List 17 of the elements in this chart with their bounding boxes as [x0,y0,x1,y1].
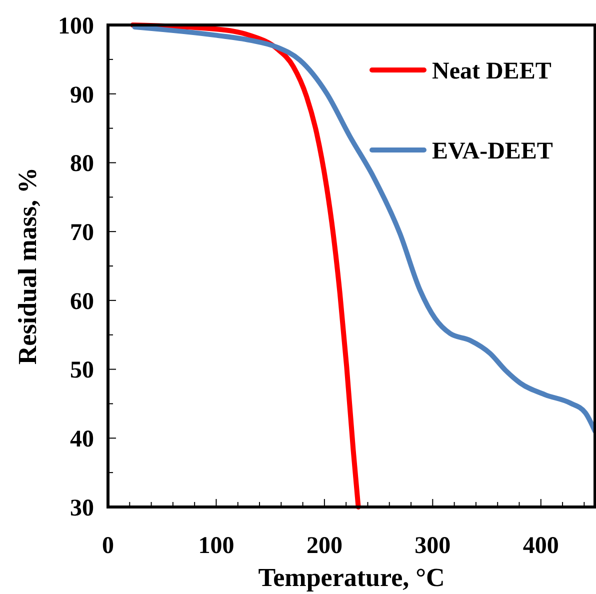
y-tick-label: 90 [70,82,94,108]
y-tick-label: 50 [70,358,94,384]
x-tick-label: 100 [198,533,234,559]
x-tick-label: 400 [522,533,559,559]
y-tick-label: 30 [70,495,94,522]
legend-label: EVA-DEET [432,138,553,164]
y-axis-title: Residual mass, % [13,167,42,365]
x-tick-label: 300 [414,533,451,559]
y-tick-label: 80 [70,151,94,178]
x-tick-label: 200 [306,533,342,559]
y-tick-label: 70 [70,220,94,246]
x-axis-title: Temperature, °C [258,563,445,592]
y-tick-label: 40 [70,426,94,453]
legend-label: Neat DEET [432,58,552,84]
x-tick-label: 0 [102,533,114,559]
y-tick-label: 60 [70,288,94,315]
y-tick-label: 100 [58,13,94,40]
